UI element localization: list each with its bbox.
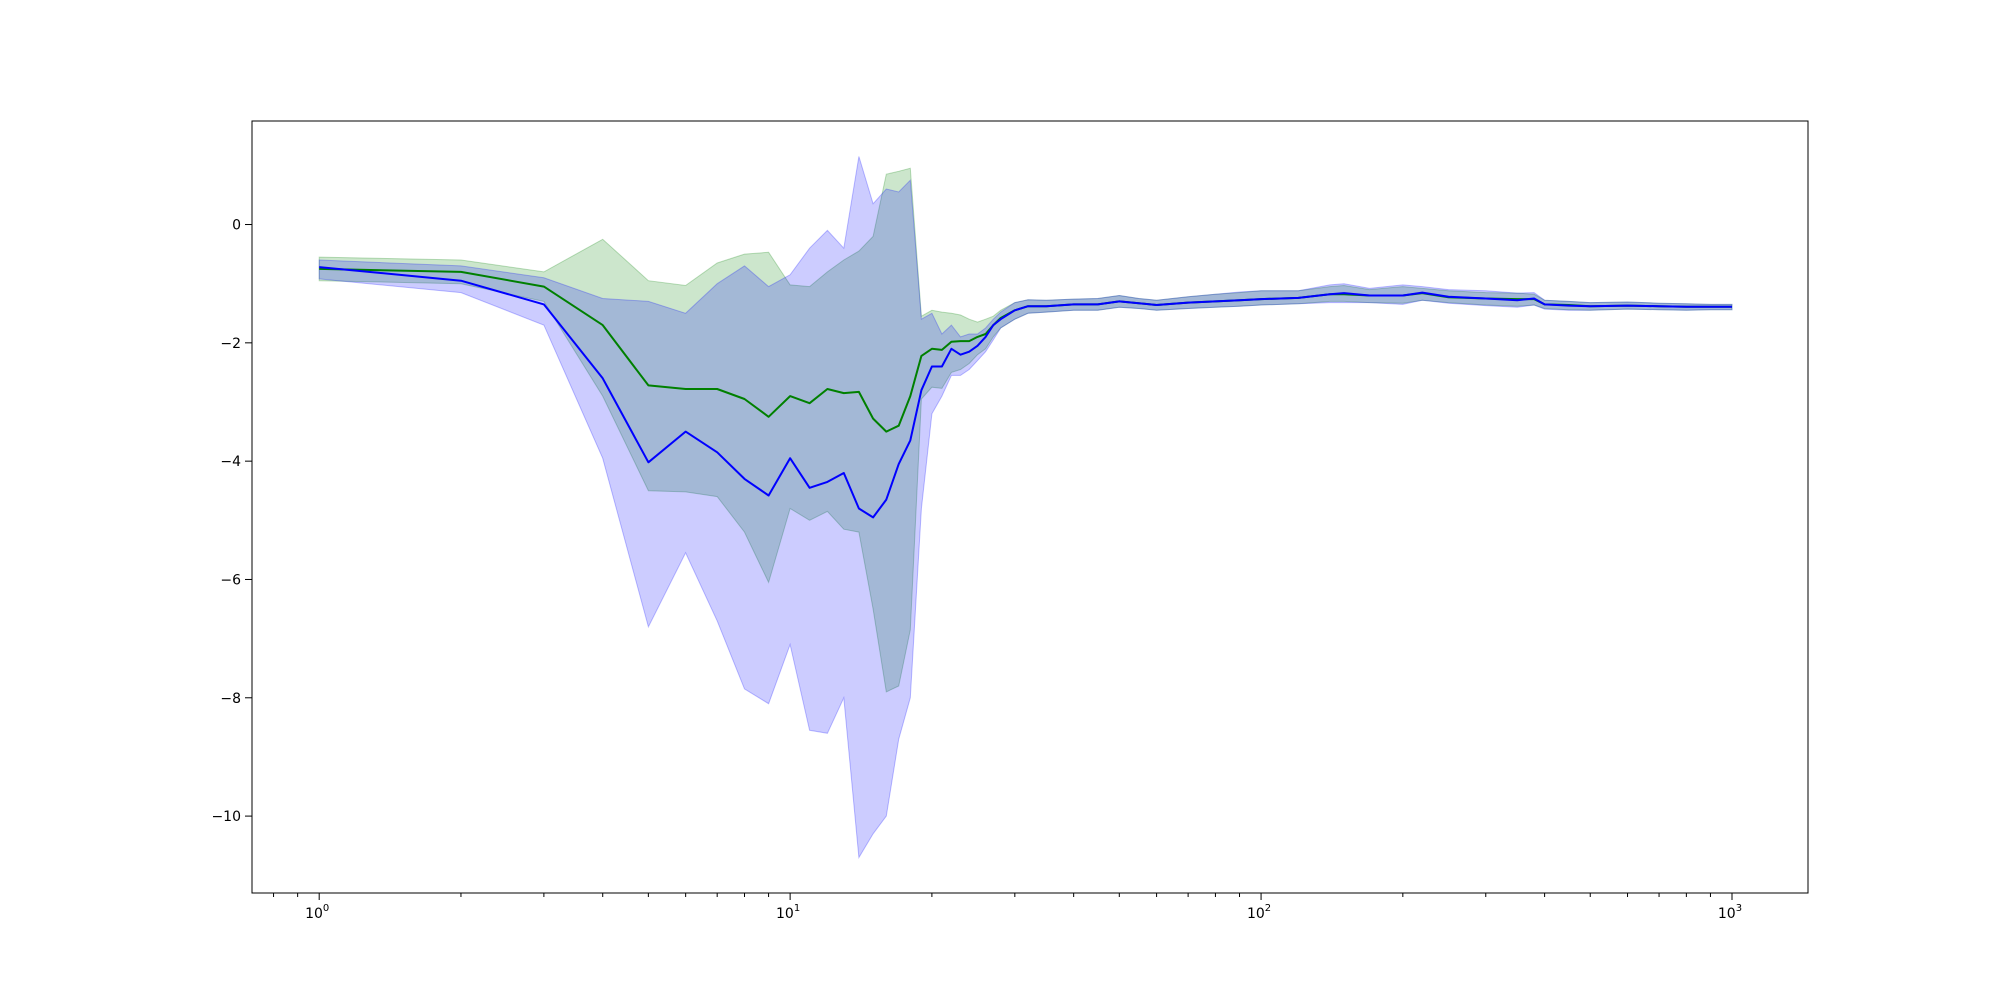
y-axis: 0 −2 −4 −6 −8 −10	[211, 218, 252, 825]
series-1-band	[318, 156, 1733, 860]
y-tick-label: −2	[220, 336, 241, 352]
x-tick-label: 101	[776, 903, 800, 922]
y-tick-label: −8	[220, 691, 241, 707]
x-tick-label: 100	[305, 903, 329, 922]
plot-frame	[251, 120, 1809, 894]
x-tick-label: 103	[1718, 903, 1742, 922]
x-tick-label: 102	[1247, 903, 1271, 922]
y-tick-label: −6	[220, 572, 241, 588]
y-tick-label: 0	[232, 218, 241, 234]
series-lines	[319, 266, 1732, 519]
y-tick-label: −10	[211, 809, 241, 825]
confidence-bands	[318, 156, 1733, 860]
x-axis: 100 101 102 103	[273, 893, 1742, 922]
series-0-band	[318, 167, 1733, 693]
y-tick-label: −4	[220, 454, 241, 470]
series-1-line	[319, 266, 1732, 519]
